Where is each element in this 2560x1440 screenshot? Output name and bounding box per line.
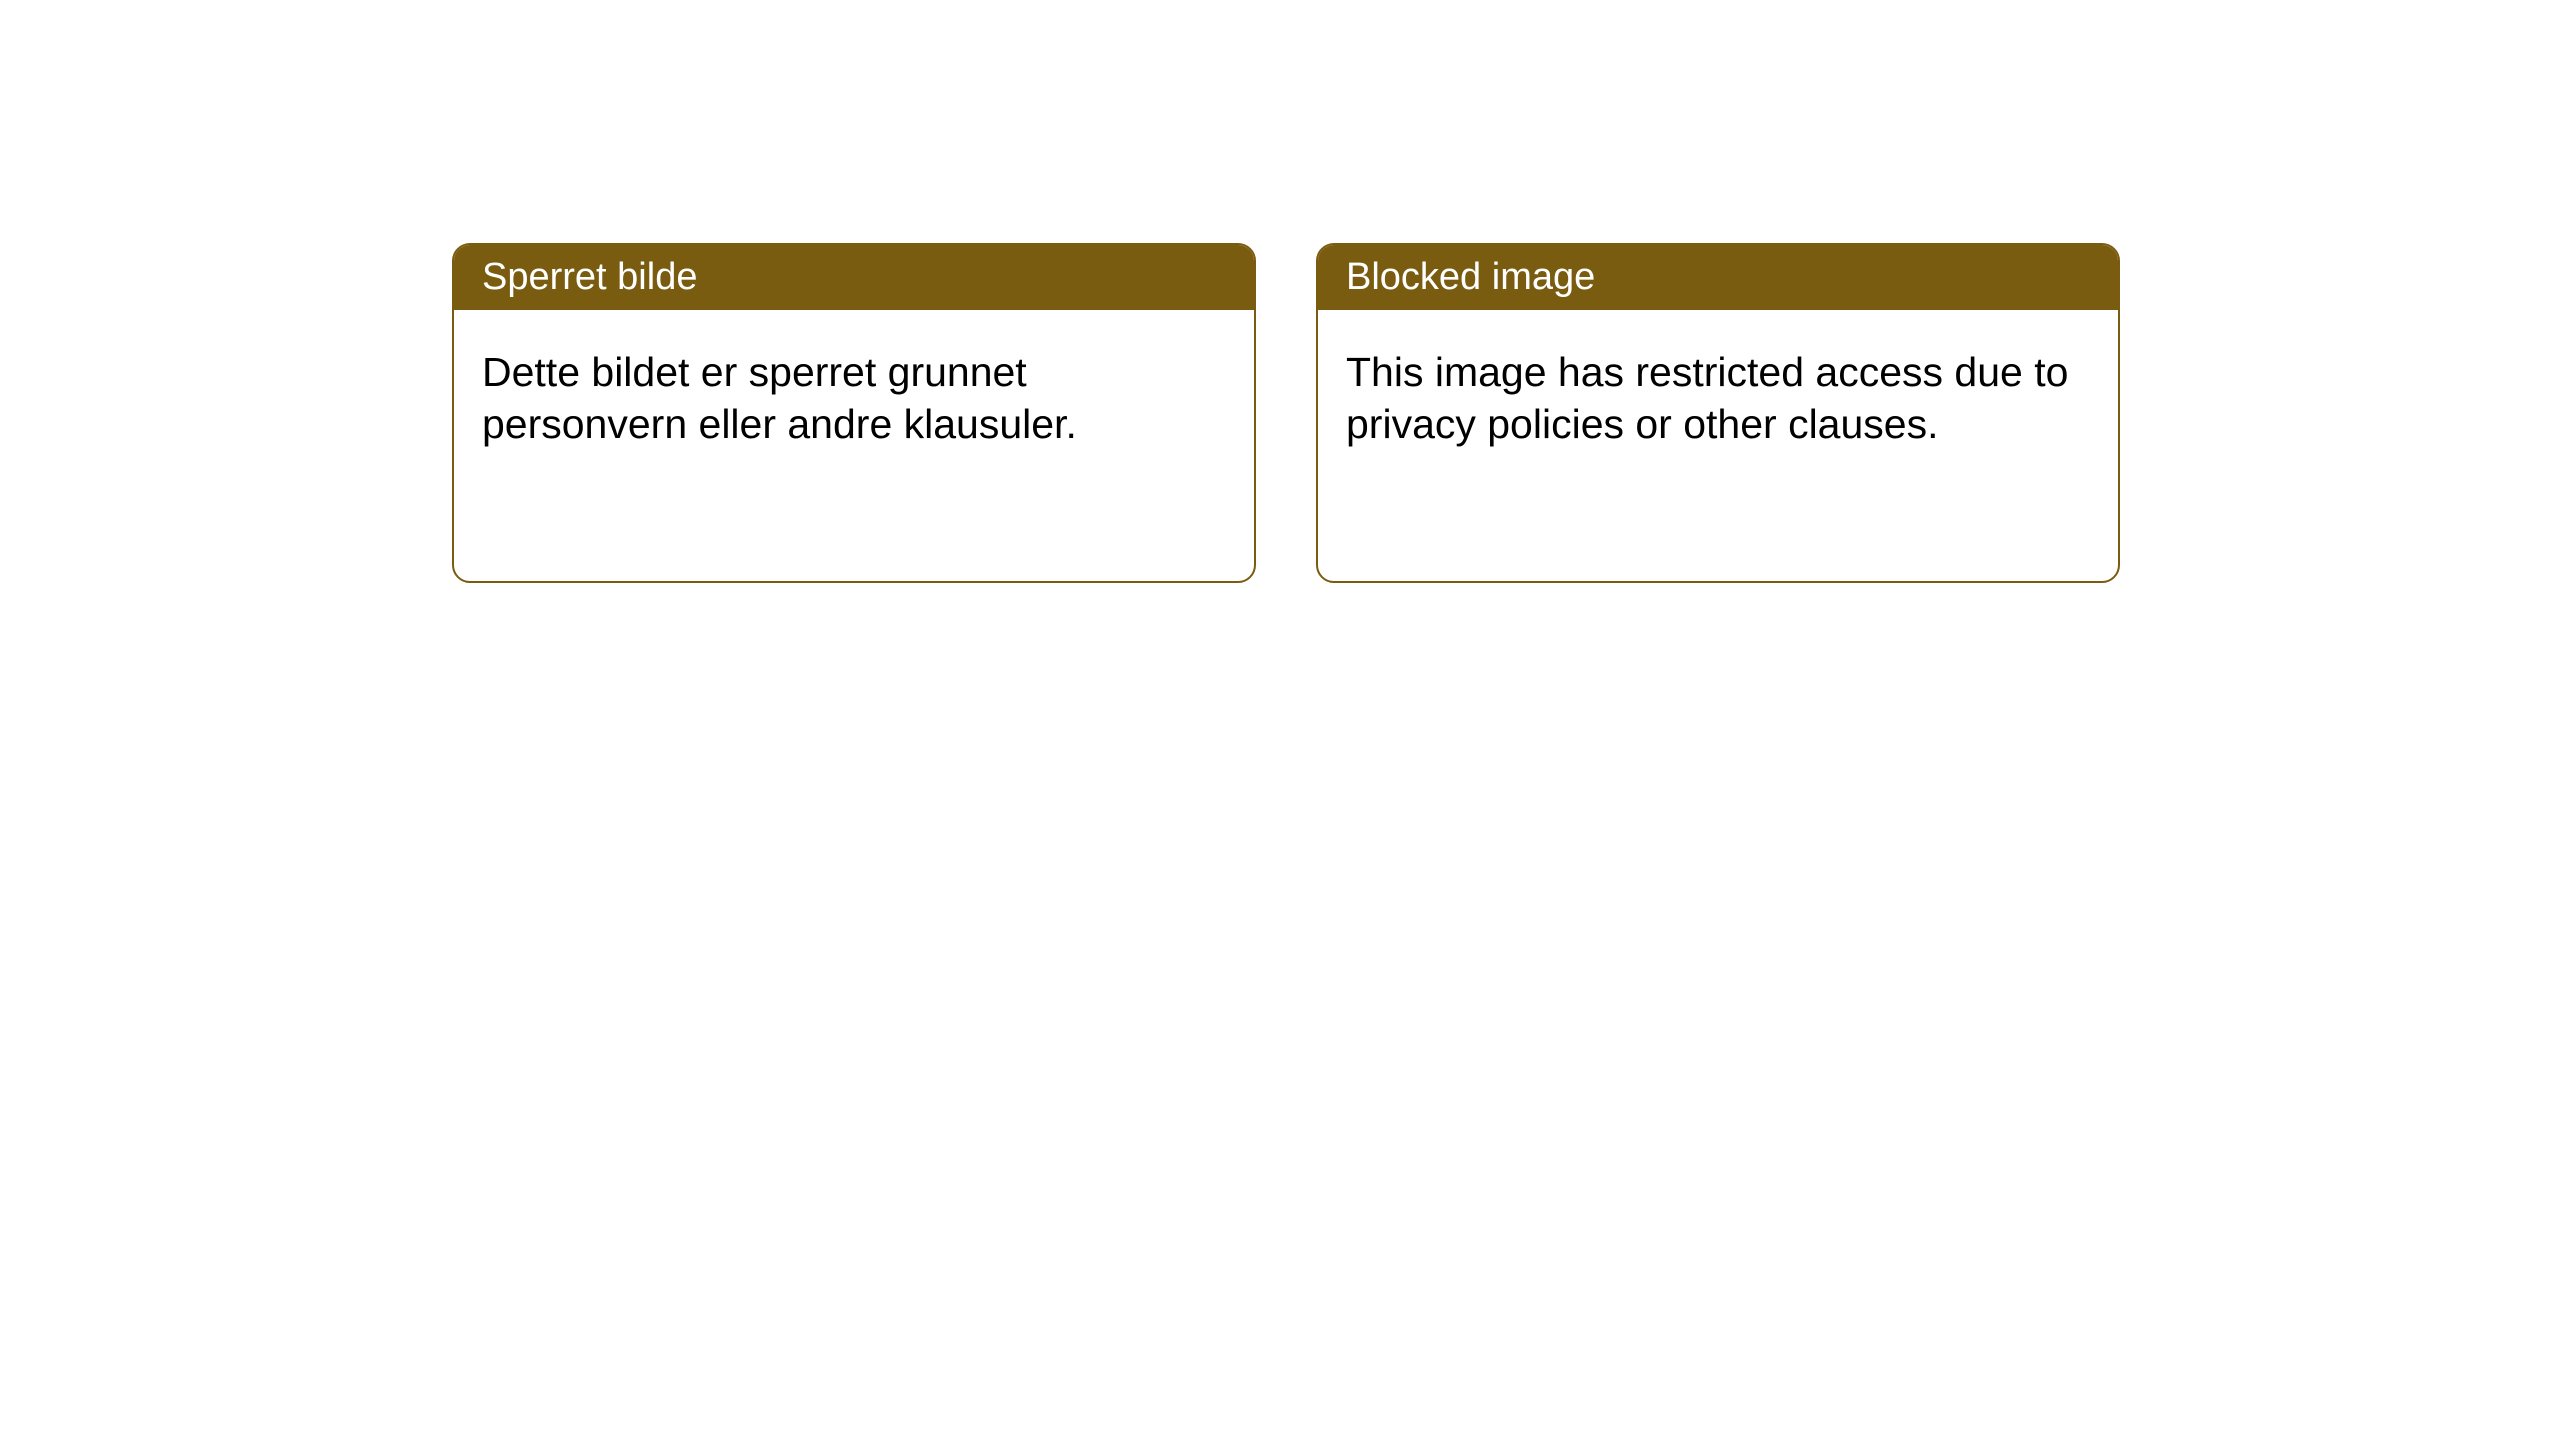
notice-card-title: Sperret bilde — [454, 245, 1254, 310]
notice-card-body: This image has restricted access due to … — [1318, 310, 2118, 487]
notice-card-norwegian: Sperret bilde Dette bildet er sperret gr… — [452, 243, 1256, 583]
notice-card-body: Dette bildet er sperret grunnet personve… — [454, 310, 1254, 487]
notice-cards-row: Sperret bilde Dette bildet er sperret gr… — [0, 0, 2560, 583]
notice-card-english: Blocked image This image has restricted … — [1316, 243, 2120, 583]
notice-card-title: Blocked image — [1318, 245, 2118, 310]
